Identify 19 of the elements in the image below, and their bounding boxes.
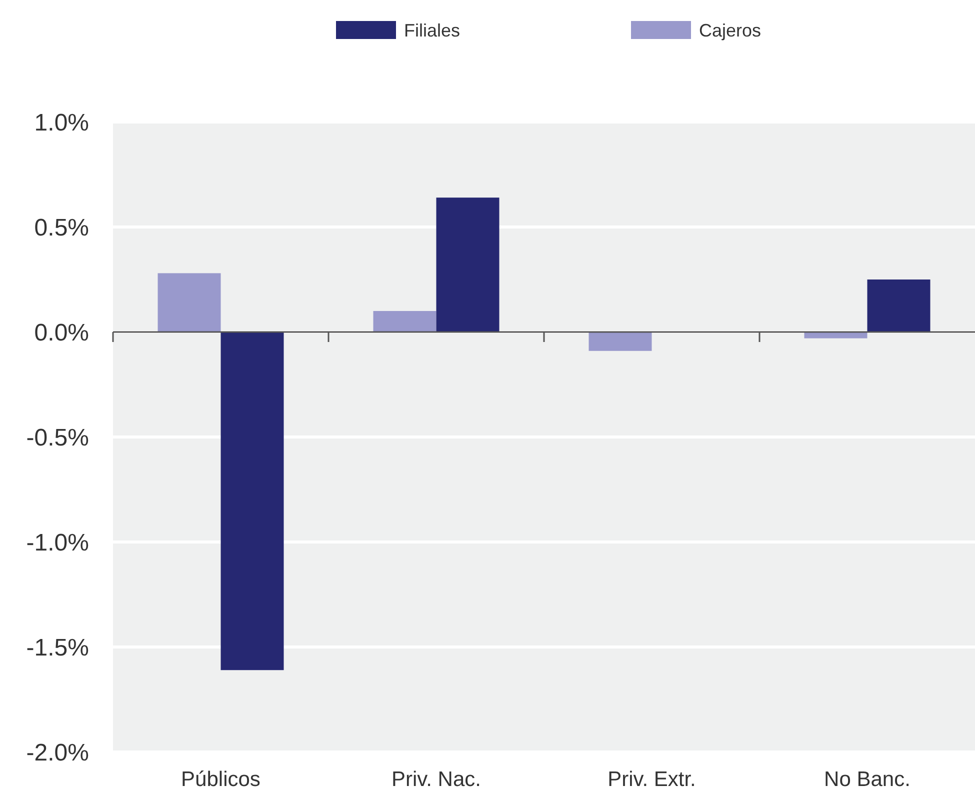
y-tick-label: 0.5% xyxy=(34,214,89,242)
legend-label: Filiales xyxy=(404,20,460,40)
bar xyxy=(867,280,930,332)
x-tick-label: Priv. Nac. xyxy=(392,768,481,790)
y-tick-label: 1.0% xyxy=(34,109,89,136)
x-tick-label: Públicos xyxy=(181,768,260,790)
bar xyxy=(588,332,652,351)
y-tick-label: 0.0% xyxy=(34,319,89,346)
bar xyxy=(436,198,500,332)
bar xyxy=(373,311,436,332)
bar xyxy=(158,273,221,332)
legend-label: Cajeros xyxy=(699,20,762,40)
x-tick-label: Priv. Extr. xyxy=(608,768,696,790)
x-tick-label: No Banc. xyxy=(824,768,910,790)
y-tick-label: -1.0% xyxy=(26,529,89,556)
y-tick-label: -0.5% xyxy=(26,424,89,452)
y-tick-label: -2.0% xyxy=(26,739,89,766)
bar xyxy=(220,332,284,670)
y-tick-label: -1.5% xyxy=(26,634,89,662)
